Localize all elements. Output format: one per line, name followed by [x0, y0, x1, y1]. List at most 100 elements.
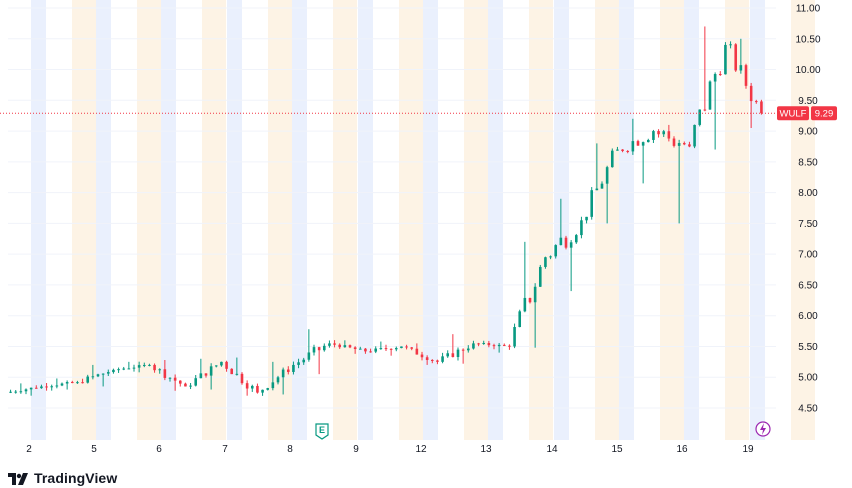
- candle-body: [142, 364, 146, 366]
- candle-body: [415, 348, 419, 355]
- earnings-label: E: [319, 425, 325, 435]
- candle-body: [60, 383, 64, 386]
- last-price-value: 9.29: [815, 109, 834, 120]
- candle-body: [19, 391, 23, 393]
- candle-body: [322, 345, 326, 351]
- candle-body: [652, 131, 655, 140]
- candle-body: [245, 383, 249, 389]
- session-bands: [31, 0, 815, 440]
- candle-body: [307, 352, 311, 360]
- lightning-icon[interactable]: [755, 421, 771, 437]
- candle-body: [600, 183, 604, 189]
- candle-body: [698, 109, 702, 125]
- candle-body: [636, 141, 640, 146]
- candle-body: [199, 373, 203, 379]
- candle-body: [394, 348, 398, 350]
- candle-body: [621, 149, 624, 152]
- candle-body: [667, 131, 671, 139]
- candle-body: [189, 385, 192, 387]
- candle-body: [70, 382, 74, 384]
- y-tick-label: 8.50: [798, 157, 818, 168]
- tradingview-logo[interactable]: TradingView: [8, 470, 117, 486]
- x-tick-label: 19: [742, 444, 754, 455]
- candle-body: [374, 348, 378, 352]
- candle-body: [348, 345, 352, 348]
- candle-body: [204, 373, 208, 376]
- candle-body: [513, 326, 516, 347]
- candle-body: [713, 74, 717, 82]
- logo-text: TradingView: [34, 470, 118, 486]
- candle-body: [564, 237, 568, 248]
- candle-body: [482, 342, 486, 344]
- candle-body: [420, 354, 424, 358]
- candle-body: [554, 245, 558, 257]
- candle-body: [286, 369, 290, 372]
- candle-body: [523, 297, 527, 312]
- candle-body: [436, 360, 439, 362]
- candle-body: [574, 235, 578, 243]
- candle-body: [292, 364, 295, 372]
- premarket-band: [161, 0, 176, 440]
- candle-body: [677, 143, 681, 146]
- postmarket-band: [464, 0, 488, 440]
- candle-body: [358, 348, 362, 350]
- candle-body: [641, 142, 645, 146]
- candle-body: [662, 131, 666, 135]
- y-tick-label: 6.00: [798, 311, 818, 322]
- candle-body: [369, 351, 372, 353]
- y-tick-label: 7.00: [798, 250, 818, 261]
- candle-body: [148, 364, 151, 366]
- candle-body: [703, 109, 707, 111]
- candle-body: [616, 149, 619, 151]
- candle-body: [281, 369, 285, 378]
- y-tick-label: 11.00: [796, 4, 821, 15]
- candle-body: [158, 369, 162, 371]
- y-tick-label: 10.50: [795, 34, 820, 45]
- price-chart[interactable]: 11.00 10.50 10.00 9.50 9.00 8.50 8.00 7.50 7.00 6…: [0, 0, 852, 470]
- candle-body: [487, 342, 491, 346]
- candle-body: [297, 362, 300, 365]
- candle-body: [446, 353, 450, 357]
- candle-body: [328, 343, 331, 346]
- candle-body: [225, 361, 228, 369]
- premarket-band: [227, 0, 242, 440]
- candle-body: [477, 343, 480, 345]
- candle-body: [364, 348, 367, 352]
- candle-body: [261, 389, 264, 393]
- candle-body: [379, 348, 383, 350]
- candle-body: [55, 385, 59, 387]
- postmarket-band: [202, 0, 226, 440]
- y-tick-label: 9.00: [798, 127, 818, 138]
- postmarket-band: [529, 0, 553, 440]
- candle-body: [276, 377, 280, 383]
- x-tick-label: 16: [676, 444, 688, 455]
- candle-body: [117, 369, 120, 371]
- symbol-label: WULF: [780, 109, 807, 120]
- candle-body: [312, 347, 316, 353]
- y-tick-label: 7.50: [798, 219, 818, 230]
- candle-body: [533, 286, 537, 303]
- candle-body: [569, 242, 573, 248]
- postmarket-band: [333, 0, 357, 440]
- candle-body: [744, 65, 748, 86]
- candle-body: [209, 366, 213, 376]
- candle-body: [240, 373, 244, 384]
- y-tick-label: 5.00: [798, 373, 818, 384]
- candle-body: [672, 138, 676, 146]
- candle-body: [528, 297, 532, 303]
- candle-body: [549, 256, 552, 258]
- candle-body: [626, 151, 630, 153]
- earnings-marker[interactable]: E: [315, 423, 329, 440]
- y-tick-label: 5.50: [798, 342, 818, 353]
- postmarket-band: [137, 0, 161, 440]
- candle-body: [50, 386, 54, 388]
- candle-body: [106, 372, 110, 374]
- candle-body: [718, 74, 722, 76]
- price-label: WULF 9.29: [777, 106, 837, 121]
- candle-body: [214, 365, 218, 367]
- candle-body: [456, 349, 460, 357]
- candle-body: [14, 391, 18, 393]
- candle-body: [559, 237, 563, 246]
- premarket-band: [358, 0, 373, 440]
- y-tick-label: 9.50: [798, 96, 818, 107]
